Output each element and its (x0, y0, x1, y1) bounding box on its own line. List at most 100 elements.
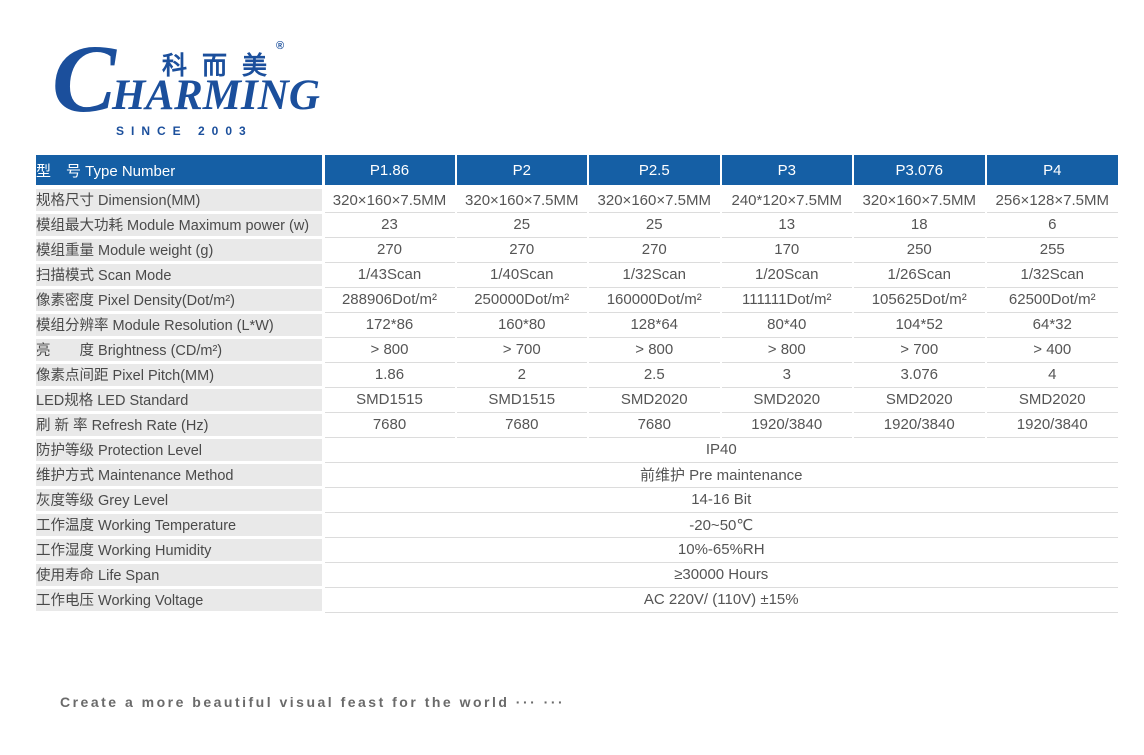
value-cell: 255 (984, 237, 1118, 263)
value-cell: 25 (587, 212, 721, 238)
row-label: 工作温度 Working Temperature (36, 512, 325, 539)
charming-logo: C 科而美 ® HARMING SINCE 2003 (52, 25, 320, 138)
merged-value-cell: IP40 (323, 437, 1118, 463)
table-row: 像素密度 Pixel Density(Dot/m²) 288906Dot/m² 25… (36, 287, 1118, 314)
column-header-p1-86: P1.86 (322, 155, 456, 189)
value-cell: 270 (454, 237, 588, 263)
table-row: 工作湿度 Working Humidity 10%-65%RH (36, 537, 1118, 564)
value-cell: 2.5 (587, 362, 721, 388)
value-cell: 256×128×7.5MM (984, 187, 1118, 213)
row-label: 扫描模式 Scan Mode (36, 262, 325, 289)
value-cell: 250000Dot/m² (454, 287, 588, 313)
merged-value-cell: ≥30000 Hours (323, 562, 1118, 588)
value-cell: 320×160×7.5MM (322, 187, 456, 213)
value-cell: 1/26Scan (852, 262, 986, 288)
spec-table-body: 规格尺寸 Dimension(MM) 320×160×7.5MM 320×160×7… (36, 187, 1118, 614)
logo-chinese-name: 科而美 (162, 52, 283, 80)
value-cell: 7680 (322, 412, 456, 438)
value-cell: SMD2020 (587, 387, 721, 413)
value-cell: SMD1515 (322, 387, 456, 413)
value-cell: 270 (587, 237, 721, 263)
row-label: 防护等级 Protection Level (36, 437, 325, 464)
merged-value-cell: 14-16 Bit (323, 487, 1118, 513)
value-cell: 80*40 (719, 312, 853, 338)
logo-c-letter: C (52, 25, 117, 132)
registered-trademark-icon: ® (276, 40, 285, 52)
value-cell: SMD2020 (719, 387, 853, 413)
value-cell: 64*32 (984, 312, 1118, 338)
row-label: 亮 度 Brightness (CD/m²) (36, 337, 325, 364)
row-label: 工作湿度 Working Humidity (36, 537, 325, 564)
table-row: 维护方式 Maintenance Method 前维护 Pre maintenan… (36, 462, 1118, 489)
value-cell: 13 (719, 212, 853, 238)
column-header-p3: P3 (719, 155, 853, 189)
value-cell: > 400 (984, 337, 1118, 363)
merged-value-cell: AC 220V/ (110V) ±15% (323, 587, 1118, 613)
table-row: 模组重量 Module weight (g) 270 270 270 170 250 255 (36, 237, 1118, 264)
value-cell: 6 (984, 212, 1118, 238)
logo-since-text: SINCE 2003 (116, 124, 253, 138)
row-label: LED规格 LED Standard (36, 387, 325, 414)
value-cell: 160000Dot/m² (587, 287, 721, 313)
table-header-row: 型 号 Type Number P1.86 P2 P2.5 P3 P3.076 P4 (36, 155, 1118, 189)
table-row: 灰度等级 Grey Level 14-16 Bit (36, 487, 1118, 514)
value-cell: 62500Dot/m² (984, 287, 1118, 313)
row-label: 规格尺寸 Dimension(MM) (36, 187, 325, 214)
row-label: 使用寿命 Life Span (36, 562, 325, 589)
logo-wordmark: HARMING (112, 72, 320, 119)
row-label: 工作电压 Working Voltage (36, 587, 325, 614)
value-cell: 320×160×7.5MM (454, 187, 588, 213)
table-row: 防护等级 Protection Level IP40 (36, 437, 1118, 464)
row-label: 像素点间距 Pixel Pitch(MM) (36, 362, 325, 389)
merged-value-cell: 10%-65%RH (323, 537, 1118, 563)
value-cell: SMD2020 (852, 387, 986, 413)
column-header-p3-076: P3.076 (852, 155, 986, 189)
row-label: 模组最大功耗 Module Maximum power (w) (36, 212, 325, 239)
table-row: 工作电压 Working Voltage AC 220V/ (110V) ±15% (36, 587, 1118, 614)
column-header-p2-5: P2.5 (587, 155, 721, 189)
value-cell: 1920/3840 (984, 412, 1118, 438)
row-label: 灰度等级 Grey Level (36, 487, 325, 514)
value-cell: 160*80 (454, 312, 588, 338)
table-row: 扫描模式 Scan Mode 1/43Scan 1/40Scan 1/32Scan 1/… (36, 262, 1118, 289)
value-cell: 104*52 (852, 312, 986, 338)
merged-value-cell: 前维护 Pre maintenance (323, 462, 1118, 488)
type-number-header: 型 号 Type Number (36, 155, 325, 189)
row-label: 模组重量 Module weight (g) (36, 237, 325, 264)
value-cell: 128*64 (587, 312, 721, 338)
value-cell: 240*120×7.5MM (719, 187, 853, 213)
table-row: 工作温度 Working Temperature -20~50℃ (36, 512, 1118, 539)
spec-table: 型 号 Type Number P1.86 P2 P2.5 P3 P3.076 P4 规格… (36, 155, 1118, 614)
row-label: 像素密度 Pixel Density(Dot/m²) (36, 287, 325, 314)
table-row: 模组分辨率 Module Resolution (L*W) 172*86 160*8… (36, 312, 1118, 339)
row-label: 维护方式 Maintenance Method (36, 462, 325, 489)
column-header-p4: P4 (984, 155, 1118, 189)
column-header-p2: P2 (454, 155, 588, 189)
table-row: 像素点间距 Pixel Pitch(MM) 1.86 2 2.5 3 3.076 4 (36, 362, 1118, 389)
value-cell: 25 (454, 212, 588, 238)
value-cell: 172*86 (322, 312, 456, 338)
value-cell: 1/40Scan (454, 262, 588, 288)
value-cell: 1920/3840 (852, 412, 986, 438)
row-label: 模组分辨率 Module Resolution (L*W) (36, 312, 325, 339)
value-cell: 7680 (587, 412, 721, 438)
table-row: 使用寿命 Life Span ≥30000 Hours (36, 562, 1118, 589)
value-cell: 1.86 (322, 362, 456, 388)
value-cell: 288906Dot/m² (322, 287, 456, 313)
value-cell: > 800 (719, 337, 853, 363)
value-cell: SMD1515 (454, 387, 588, 413)
footer-slogan: Create a more beautiful visual feast for… (60, 694, 566, 710)
value-cell: 3 (719, 362, 853, 388)
row-label: 刷 新 率 Refresh Rate (Hz) (36, 412, 325, 439)
value-cell: 18 (852, 212, 986, 238)
value-cell: 1/32Scan (587, 262, 721, 288)
value-cell: 250 (852, 237, 986, 263)
value-cell: > 800 (587, 337, 721, 363)
value-cell: 2 (454, 362, 588, 388)
value-cell: 1/32Scan (984, 262, 1118, 288)
value-cell: 7680 (454, 412, 588, 438)
value-cell: 111111Dot/m² (719, 287, 853, 313)
value-cell: 105625Dot/m² (852, 287, 986, 313)
value-cell: 170 (719, 237, 853, 263)
merged-value-cell: -20~50℃ (323, 512, 1118, 538)
